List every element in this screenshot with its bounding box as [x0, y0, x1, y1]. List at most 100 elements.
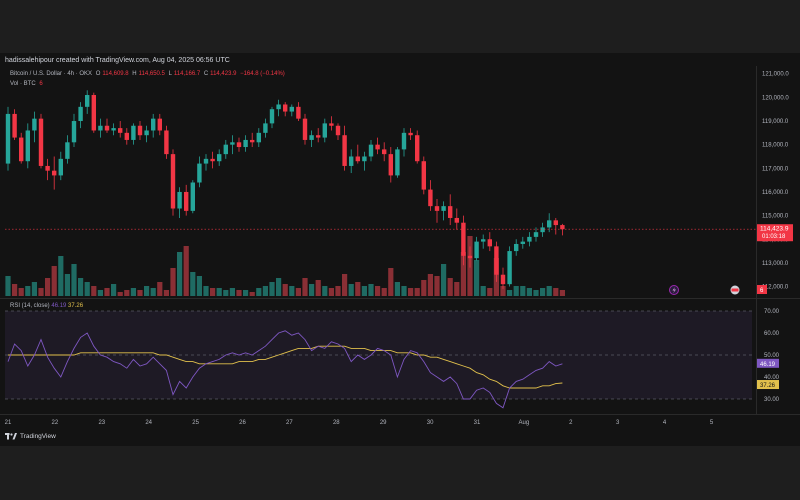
volume-bar: [25, 286, 31, 296]
candle-body: [157, 118, 162, 131]
candle-body: [19, 137, 24, 162]
candle-body: [520, 241, 525, 244]
volume-bar: [309, 284, 315, 296]
volume-bar: [229, 288, 235, 296]
volume-bar: [210, 288, 216, 296]
volume-bar: [447, 278, 453, 296]
rsi-label[interactable]: RSI (14, close): [10, 303, 50, 309]
time-tick-label: 5: [710, 420, 714, 426]
volume-bar: [322, 286, 328, 296]
volume-bar: [342, 274, 348, 296]
candle-body: [170, 154, 176, 209]
volume-bar: [401, 286, 407, 296]
candle-body: [230, 142, 235, 145]
time-tick-label: 31: [474, 420, 481, 426]
rsi-value-badge-label: 46.19: [760, 362, 776, 368]
candle-body: [375, 144, 380, 150]
volume-value: 6: [39, 81, 43, 87]
candle-body: [25, 130, 30, 162]
candle-body: [533, 232, 539, 237]
volume-bar: [533, 290, 539, 296]
candle-body: [507, 251, 512, 285]
volume-bar: [559, 290, 565, 296]
candle-body: [415, 135, 420, 162]
volume-bar: [97, 290, 103, 296]
candle-body: [527, 236, 532, 242]
volume-bar: [157, 282, 163, 296]
candle-body: [5, 113, 11, 164]
volume-bar: [243, 290, 249, 296]
candle-body: [395, 149, 400, 176]
time-tick-label: 23: [98, 420, 105, 426]
volume-bar: [355, 282, 361, 296]
candle-body: [131, 125, 136, 140]
candle-body: [250, 139, 255, 143]
time-tick-label: 21: [5, 420, 12, 426]
volume-bar: [163, 290, 169, 296]
candle-body: [296, 106, 301, 119]
volume-bar: [348, 284, 354, 296]
volume-bar: [256, 288, 262, 296]
volume-bar: [361, 286, 367, 296]
candle-body: [553, 220, 558, 226]
candle-body: [487, 239, 492, 247]
volume-bar: [236, 290, 242, 296]
volume-label[interactable]: Vol · BTC: [10, 81, 36, 87]
candle-body: [289, 106, 294, 112]
volume-bar: [315, 280, 321, 296]
volume-bar: [177, 252, 183, 296]
volume-bar: [487, 288, 493, 296]
candle-body: [269, 109, 275, 124]
rsi-tick-label: 30.00: [764, 397, 780, 403]
volume-bar: [203, 286, 209, 296]
candle-body: [177, 191, 182, 209]
ohlc-legend: Bitcoin / U.S. Dollar · 4h · OKX O 114,60…: [10, 71, 287, 77]
volume-bar: [553, 288, 559, 296]
time-tick-label: 22: [52, 420, 59, 426]
candle-body: [382, 149, 387, 155]
candle-body: [12, 113, 17, 138]
candle-body: [151, 118, 156, 131]
volume-bar: [31, 282, 37, 296]
time-tick-label: 24: [145, 420, 152, 426]
volume-bar: [51, 266, 57, 296]
candle-body: [203, 158, 209, 164]
open-value: 114,609.8: [102, 71, 129, 77]
footer-brand[interactable]: TradingView: [20, 433, 56, 440]
rsi-value-badge: [757, 358, 779, 368]
volume-bar: [150, 288, 156, 296]
candle-body: [137, 125, 143, 136]
rsi-ma-line: [8, 345, 563, 389]
candle-body: [197, 163, 202, 183]
symbol-title[interactable]: Bitcoin / U.S. Dollar · 4h · OKX: [10, 71, 93, 77]
volume-bar: [249, 292, 255, 296]
volume-bar: [394, 282, 400, 296]
candle-body: [104, 125, 110, 131]
volume-bar: [427, 274, 433, 296]
volume-bar: [5, 276, 11, 296]
rsi-line: [7, 330, 563, 409]
volume-bar: [408, 288, 414, 296]
tradingview-logo-icon: [5, 433, 17, 440]
volume-bar: [190, 272, 196, 296]
candle-body: [217, 154, 222, 162]
candle-body: [71, 121, 77, 143]
candle-body: [441, 206, 446, 211]
candle-body: [560, 225, 565, 230]
candle-body: [302, 118, 308, 140]
volume-bar: [137, 290, 143, 296]
candle-body: [91, 95, 96, 131]
volume-bar: [500, 286, 506, 296]
volume-bar: [269, 282, 275, 296]
candle-body: [322, 123, 327, 138]
last-price-badge: [757, 224, 793, 242]
volume-bar: [526, 288, 532, 296]
candle-body: [335, 125, 341, 136]
candle-body: [448, 206, 453, 218]
volume-bar: [480, 286, 486, 296]
candle-body: [276, 104, 281, 110]
volume-bar: [58, 256, 64, 296]
time-tick-label: 3: [616, 420, 620, 426]
volume-bar: [45, 278, 51, 296]
